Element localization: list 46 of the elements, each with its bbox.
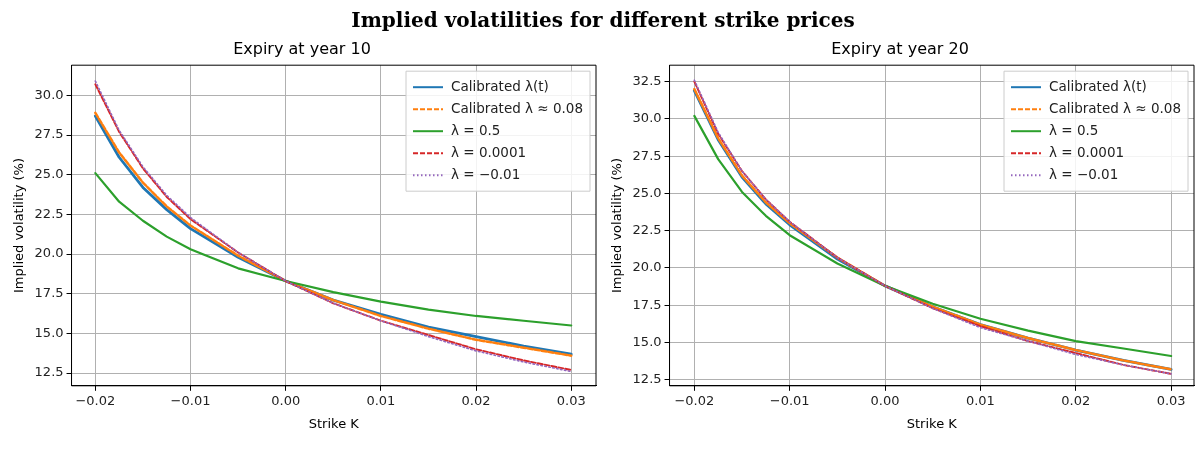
y-tick-label: 12.5 <box>34 364 64 380</box>
y-tick-label: 22.5 <box>34 205 64 221</box>
y-axis-title: Implied volatility (%) <box>609 158 625 293</box>
legend-label: Calibrated λ(t) <box>451 77 549 94</box>
y-tick-label: 20.0 <box>34 245 64 261</box>
x-tick-label: 0.00 <box>870 392 900 408</box>
chart-title: Expiry at year 20 <box>831 38 969 58</box>
y-tick-label: 27.5 <box>34 126 64 142</box>
legend-label: Calibrated λ(t) <box>1049 77 1147 94</box>
y-tick-label: 20.0 <box>632 259 662 275</box>
y-tick-label: 32.5 <box>632 72 662 88</box>
x-axis-title: Strike K <box>906 415 958 431</box>
chart-title: Expiry at year 10 <box>233 38 371 58</box>
legend-label: Calibrated λ ≈ 0.08 <box>1049 99 1182 116</box>
y-tick-label: 17.5 <box>632 296 662 312</box>
x-tick-label: −0.02 <box>75 392 116 408</box>
y-tick-label: 15.0 <box>632 333 662 349</box>
legend-label: λ = 0.0001 <box>451 143 527 160</box>
x-tick-label: 0.00 <box>271 392 301 408</box>
legend-label: λ = 0.5 <box>1049 121 1099 138</box>
y-tick-label: 25.0 <box>34 166 64 182</box>
x-tick-label: −0.01 <box>769 392 810 408</box>
legend-label: λ = −0.01 <box>451 165 521 182</box>
y-tick-label: 27.5 <box>632 147 662 163</box>
y-tick-label: 25.0 <box>632 184 662 200</box>
y-tick-label: 30.0 <box>34 86 64 102</box>
x-tick-label: 0.03 <box>556 392 586 408</box>
x-tick-label: −0.02 <box>674 392 715 408</box>
legend-label: Calibrated λ ≈ 0.08 <box>451 99 584 116</box>
y-axis-title: Implied volatility (%) <box>11 158 27 293</box>
y-tick-label: 17.5 <box>34 285 64 301</box>
x-tick-label: 0.01 <box>366 392 396 408</box>
legend-label: λ = 0.0001 <box>1049 143 1125 160</box>
x-axis-title: Strike K <box>308 415 360 431</box>
x-tick-label: 0.03 <box>1156 392 1186 408</box>
x-tick-label: 0.01 <box>965 392 995 408</box>
legend-label: λ = 0.5 <box>451 121 501 138</box>
legend-label: λ = −0.01 <box>1049 165 1119 182</box>
x-tick-label: −0.01 <box>170 392 211 408</box>
y-tick-label: 30.0 <box>632 110 662 126</box>
y-tick-label: 15.0 <box>34 324 64 340</box>
x-tick-label: 0.02 <box>1061 392 1091 408</box>
text: Implied volatilities for different strike prices <box>350 8 856 32</box>
y-tick-label: 22.5 <box>632 222 662 238</box>
x-tick-label: 0.02 <box>461 392 491 408</box>
y-tick-label: 12.5 <box>632 371 662 387</box>
